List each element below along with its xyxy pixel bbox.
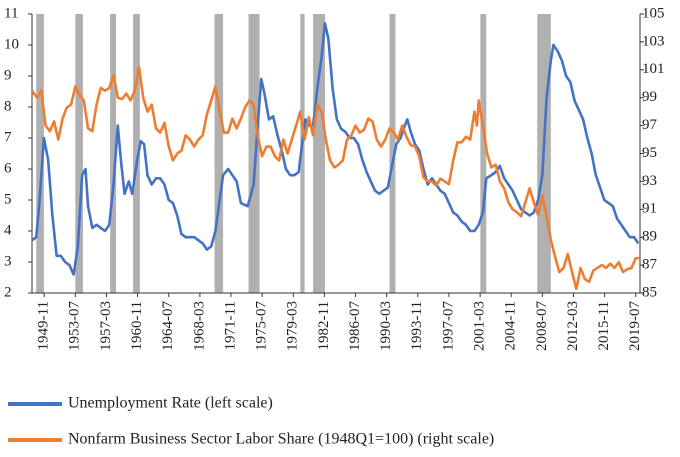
y-tick-label: 2 (4, 284, 12, 300)
y2-tick-label: 89 (642, 229, 657, 245)
series-line (30, 65, 640, 291)
recession-band (36, 14, 44, 293)
x-tick-label: 1964-07 (160, 301, 176, 351)
recession-band (480, 14, 487, 293)
x-tick-label: 1957-03 (98, 301, 114, 351)
x-tick-label: 1997-07 (440, 301, 456, 351)
y2-tick-label: 87 (642, 257, 658, 273)
recession-band (300, 14, 305, 293)
y-tick-label: 7 (4, 129, 12, 145)
x-tick-label: 1960-11 (129, 301, 145, 350)
x-tick-label: 2001-03 (472, 301, 488, 351)
y2-tick-label: 105 (642, 5, 665, 21)
recession-band (133, 14, 140, 293)
x-tick-label: 1993-11 (409, 301, 425, 350)
y2-tick-label: 99 (642, 89, 657, 105)
x-tick-label: 1982-11 (316, 301, 332, 350)
legend-label: Unemployment Rate (left scale) (68, 395, 273, 412)
y-tick-label: 8 (4, 98, 12, 114)
legend-label: Nonfarm Business Sector Labor Share (194… (68, 431, 494, 448)
y-tick-label: 6 (4, 160, 12, 176)
series-line (31, 22, 640, 276)
x-tick-label: 1971-11 (222, 301, 238, 350)
y-tick-label: 3 (4, 253, 12, 269)
y-tick-label: 5 (4, 191, 12, 207)
x-tick-label: 1949-11 (36, 301, 52, 350)
x-tick-label: 2004-11 (503, 301, 519, 350)
y2-tick-label: 103 (642, 33, 665, 49)
recession-band (389, 14, 396, 293)
y2-tick-label: 97 (642, 117, 658, 133)
y2-tick-label: 93 (642, 173, 657, 189)
y-tick-label: 4 (4, 222, 12, 238)
x-tick-label: 1968-03 (191, 301, 207, 351)
y2-tick-label: 91 (642, 201, 657, 217)
x-tick-label: 1986-07 (347, 301, 363, 351)
x-tick-label: 1979-03 (285, 301, 301, 351)
x-tick-label: 1953-07 (67, 301, 83, 351)
recession-band (75, 14, 83, 293)
recession-band (248, 14, 260, 293)
x-tick-label: 2019-07 (627, 301, 643, 351)
x-tick-label: 1990-03 (378, 301, 394, 351)
y2-tick-label: 95 (642, 145, 657, 161)
x-tick-label: 2012-03 (565, 301, 581, 351)
y2-tick-label: 101 (642, 61, 665, 77)
x-tick-label: 2015-11 (596, 301, 612, 350)
recession-band (110, 14, 117, 293)
y-tick-label: 9 (4, 67, 12, 83)
recession-band (313, 14, 325, 293)
y-tick-label: 11 (4, 5, 18, 21)
y-tick-label: 10 (4, 36, 19, 52)
x-tick-label: 2008-07 (534, 301, 550, 351)
y2-tick-label: 85 (642, 284, 657, 300)
x-tick-label: 1975-07 (254, 301, 270, 351)
recession-band (214, 14, 224, 293)
